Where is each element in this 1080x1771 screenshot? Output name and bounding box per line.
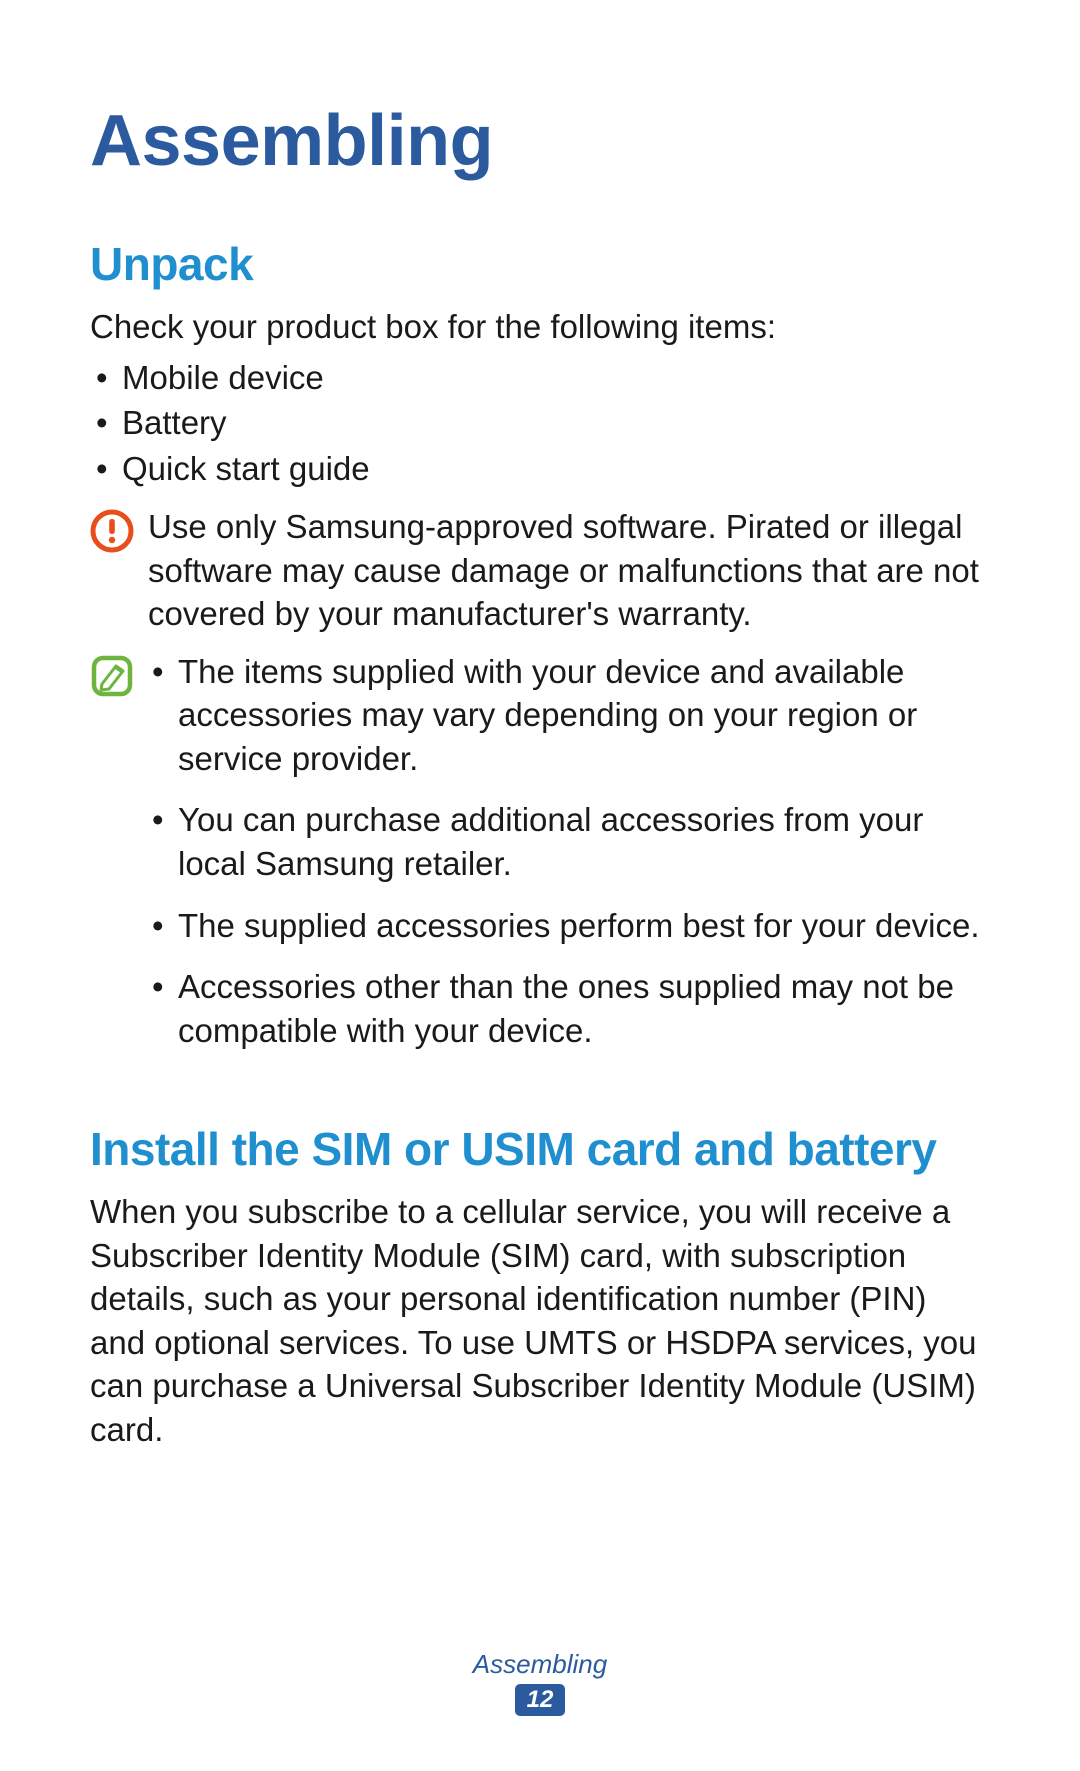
list-item: Mobile device — [90, 355, 990, 401]
warning-callout: Use only Samsung-approved software. Pira… — [90, 505, 990, 636]
note-icon — [90, 650, 148, 698]
list-item: The items supplied with your device and … — [148, 650, 990, 781]
footer-page-number: 12 — [515, 1684, 566, 1716]
list-item: Quick start guide — [90, 446, 990, 492]
page-title: Assembling — [90, 100, 990, 182]
unpack-intro: Check your product box for the following… — [90, 305, 990, 349]
note-callout: The items supplied with your device and … — [90, 650, 990, 1052]
list-item: The supplied accessories perform best fo… — [148, 904, 990, 948]
warning-text: Use only Samsung-approved software. Pira… — [148, 505, 990, 636]
list-item: Accessories other than the ones supplied… — [148, 965, 990, 1052]
list-item: You can purchase additional accessories … — [148, 798, 990, 885]
section-heading-unpack: Unpack — [90, 237, 990, 291]
page-footer: Assembling 12 — [0, 1649, 1080, 1716]
warning-icon — [90, 505, 148, 553]
install-body: When you subscribe to a cellular service… — [90, 1190, 990, 1451]
footer-section-name: Assembling — [0, 1649, 1080, 1680]
note-list: The items supplied with your device and … — [148, 650, 990, 1052]
list-item: Battery — [90, 400, 990, 446]
section-heading-install: Install the SIM or USIM card and battery — [90, 1122, 990, 1176]
manual-page: Assembling Unpack Check your product box… — [0, 0, 1080, 1771]
unpack-items-list: Mobile device Battery Quick start guide — [90, 355, 990, 492]
